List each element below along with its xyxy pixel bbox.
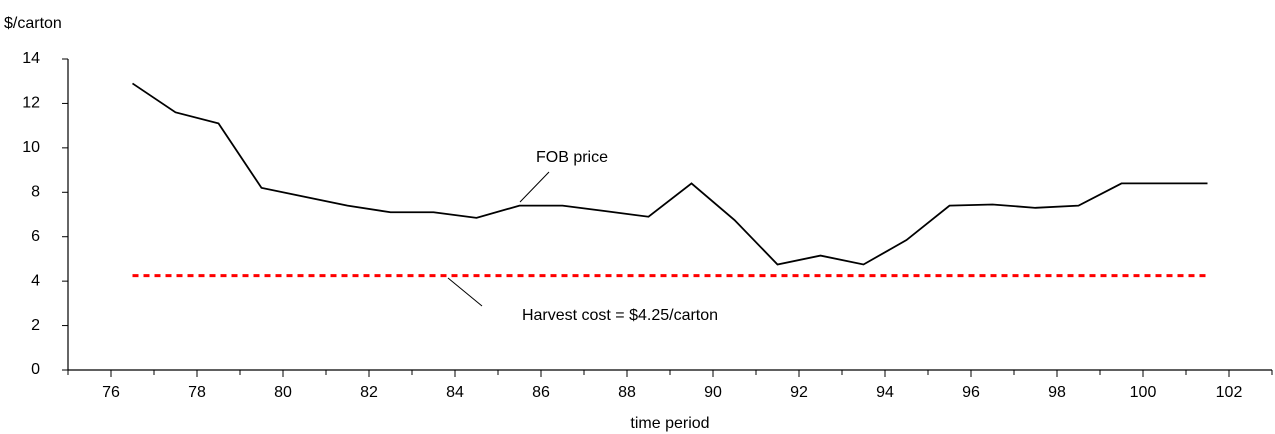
x-tick-label: 86	[532, 384, 550, 401]
x-tick-label: 98	[1048, 384, 1066, 401]
x-tick-label: 80	[274, 384, 292, 401]
x-tick-label: 82	[360, 384, 378, 401]
annotation-leader	[519, 171, 550, 203]
x-tick-label: 100	[1130, 384, 1157, 401]
series-label: Harvest cost = $4.25/carton	[522, 307, 718, 324]
annotation-leader	[447, 277, 483, 307]
y-tick-label: 4	[31, 272, 40, 289]
y-axis-label: $/carton	[4, 15, 62, 32]
y-tick-label: 12	[22, 95, 40, 112]
series-label: FOB price	[536, 149, 608, 166]
y-tick-label: 10	[22, 139, 40, 156]
x-tick-label: 84	[446, 384, 464, 401]
x-tick-label: 78	[188, 384, 206, 401]
y-tick-label: 2	[31, 317, 40, 334]
x-tick-label: 92	[790, 384, 808, 401]
series-line	[131, 82, 1208, 266]
x-tick-label: 90	[704, 384, 722, 401]
x-tick-label: 94	[876, 384, 894, 401]
y-tick-label: 14	[22, 50, 40, 67]
x-tick-label: 76	[102, 384, 120, 401]
x-tick-label: 88	[618, 384, 636, 401]
x-tick-label: 102	[1216, 384, 1243, 401]
y-tick-label: 8	[31, 184, 40, 201]
x-tick-label: 96	[962, 384, 980, 401]
x-axis-label: time period	[630, 415, 709, 432]
y-tick-label: 0	[31, 361, 40, 378]
y-tick-label: 6	[31, 228, 40, 245]
